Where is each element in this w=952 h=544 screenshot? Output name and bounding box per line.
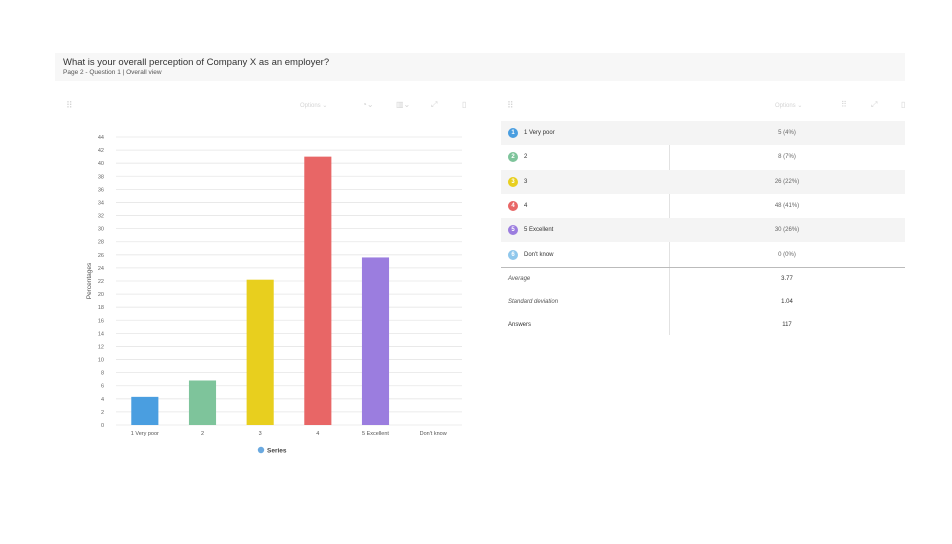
answer-text: 1 Very poor bbox=[524, 130, 555, 137]
bar bbox=[188, 380, 217, 425]
delete-icon[interactable]: ▯ bbox=[901, 100, 906, 109]
answer-number-badge: 1 bbox=[508, 128, 518, 139]
answer-number-badge: 6 bbox=[508, 249, 518, 260]
table-row: 3 3 26 (22%) bbox=[501, 169, 905, 194]
stats-divider bbox=[501, 267, 905, 268]
x-tick-label: 4 bbox=[316, 431, 319, 437]
table-row: 5 5 Excellent 30 (26%) bbox=[501, 218, 905, 243]
drag-handle-icon[interactable]: ⠿ bbox=[66, 100, 73, 110]
chart-options-label: Options bbox=[300, 103, 321, 109]
answer-text: 5 Excellent bbox=[524, 227, 554, 234]
y-tick-label: 34 bbox=[98, 200, 104, 206]
y-tick-label: 44 bbox=[98, 135, 104, 141]
drag-handle-icon[interactable]: ⠿ bbox=[507, 100, 514, 110]
y-tick-label: 42 bbox=[98, 148, 104, 154]
y-tick-label: 36 bbox=[98, 187, 104, 193]
answer-count: 48 (41%) bbox=[774, 203, 800, 210]
question-title: What is your overall perception of Compa… bbox=[63, 57, 330, 68]
answer-number-badge: 4 bbox=[508, 201, 518, 212]
answer-text: 4 bbox=[524, 203, 528, 210]
columns-icon[interactable]: ⠿ bbox=[841, 100, 847, 109]
y-tick-label: 4 bbox=[101, 397, 104, 403]
answer-count: 0 (0%) bbox=[778, 251, 796, 258]
y-tick-label: 22 bbox=[98, 279, 104, 285]
y-tick-label: 32 bbox=[98, 214, 104, 220]
answer-number-badge: 2 bbox=[508, 152, 518, 163]
stat-row: Answers 117 bbox=[501, 314, 905, 337]
stat-label: Standard deviation bbox=[508, 299, 559, 306]
expand-icon[interactable]: ⤢ bbox=[431, 100, 438, 109]
y-tick-label: 24 bbox=[98, 266, 104, 272]
stat-row: Average 3.77 bbox=[501, 268, 905, 291]
answer-count: 30 (26%) bbox=[774, 227, 800, 234]
stat-label: Answers bbox=[508, 322, 532, 329]
question-header: What is your overall perception of Compa… bbox=[55, 53, 905, 81]
y-tick-label: 18 bbox=[98, 305, 104, 311]
question-breadcrumb: Page 2 - Question 1 | Overall view bbox=[63, 69, 162, 76]
table-row: 1 1 Very poor 5 (4%) bbox=[501, 121, 905, 146]
y-tick-label: 0 bbox=[101, 423, 104, 429]
bar bbox=[246, 279, 274, 425]
bar bbox=[304, 156, 332, 426]
y-tick-label: 14 bbox=[98, 331, 104, 337]
answer-label: 6 Don't know bbox=[508, 242, 554, 266]
y-tick-label: 20 bbox=[98, 292, 104, 298]
answer-label: 1 1 Very poor bbox=[508, 121, 555, 145]
answer-text: 3 bbox=[524, 178, 528, 185]
legend-label: Series bbox=[267, 448, 287, 455]
legend-marker bbox=[257, 446, 265, 454]
y-tick-label: 38 bbox=[98, 174, 104, 180]
table-options-label: Options bbox=[775, 103, 796, 109]
y-tick-label: 16 bbox=[98, 318, 104, 324]
stat-value: 117 bbox=[782, 322, 792, 329]
y-tick-label: 40 bbox=[98, 161, 104, 167]
chart-options-dropdown[interactable]: Options ⌄ bbox=[300, 103, 328, 109]
y-tick-label: 30 bbox=[98, 227, 104, 233]
bar bbox=[131, 396, 159, 425]
y-tick-label: 6 bbox=[101, 384, 104, 390]
y-tick-label: 10 bbox=[98, 358, 104, 364]
chart-type-icon[interactable]: ◔⌄ bbox=[362, 100, 374, 109]
expand-icon[interactable]: ⤢ bbox=[871, 100, 878, 109]
x-tick-label: 5 Excellent bbox=[362, 431, 389, 437]
stat-value: 3.77 bbox=[781, 276, 793, 283]
y-tick-label: 28 bbox=[98, 240, 104, 246]
answer-count: 26 (22%) bbox=[774, 178, 800, 185]
answer-number-badge: 3 bbox=[508, 176, 518, 187]
stat-label: Average bbox=[508, 276, 531, 283]
answer-text: 2 bbox=[524, 154, 528, 161]
stat-value: 1.04 bbox=[781, 299, 793, 306]
table-row: 6 Don't know 0 (0%) bbox=[501, 242, 905, 266]
y-tick-label: 26 bbox=[98, 253, 104, 259]
y-tick-label: 2 bbox=[101, 410, 104, 416]
x-tick-label: Don't know bbox=[420, 431, 447, 437]
x-tick-label: 2 bbox=[201, 431, 204, 437]
answer-count: 5 (4%) bbox=[778, 130, 796, 137]
table-row: 4 4 48 (41%) bbox=[501, 194, 905, 218]
bar-chart-icon[interactable]: ▥⌄ bbox=[396, 100, 411, 109]
y-tick-label: 8 bbox=[101, 371, 104, 377]
table-toolbar: ⠿ Options ⌄ ⠿ ⤢ ▯ bbox=[507, 100, 907, 114]
x-tick-label: 1 Very poor bbox=[131, 431, 159, 437]
y-axis-label: Percentages bbox=[86, 262, 93, 299]
answer-label: 5 5 Excellent bbox=[508, 218, 553, 242]
delete-icon[interactable]: ▯ bbox=[462, 100, 467, 109]
answer-text: Don't know bbox=[524, 251, 554, 258]
y-tick-label: 12 bbox=[98, 344, 104, 350]
bar bbox=[361, 257, 390, 425]
results-table: 1 1 Very poor 5 (4%) 2 2 8 (7%) 3 3 26 (22%) 4 4 48… bbox=[501, 121, 905, 337]
table-options-dropdown[interactable]: Options ⌄ bbox=[775, 103, 803, 109]
stat-row: Standard deviation 1.04 bbox=[501, 291, 905, 314]
answer-count: 8 (7%) bbox=[778, 154, 796, 161]
bar-chart: 0246810121416182022242628303234363840424… bbox=[86, 135, 462, 455]
x-tick-label: 3 bbox=[259, 431, 262, 437]
chart-toolbar: ⠿ Options ⌄ ◔⌄ ▥⌄ ⤢ ▯ bbox=[66, 100, 476, 114]
answer-number-badge: 5 bbox=[508, 225, 518, 236]
